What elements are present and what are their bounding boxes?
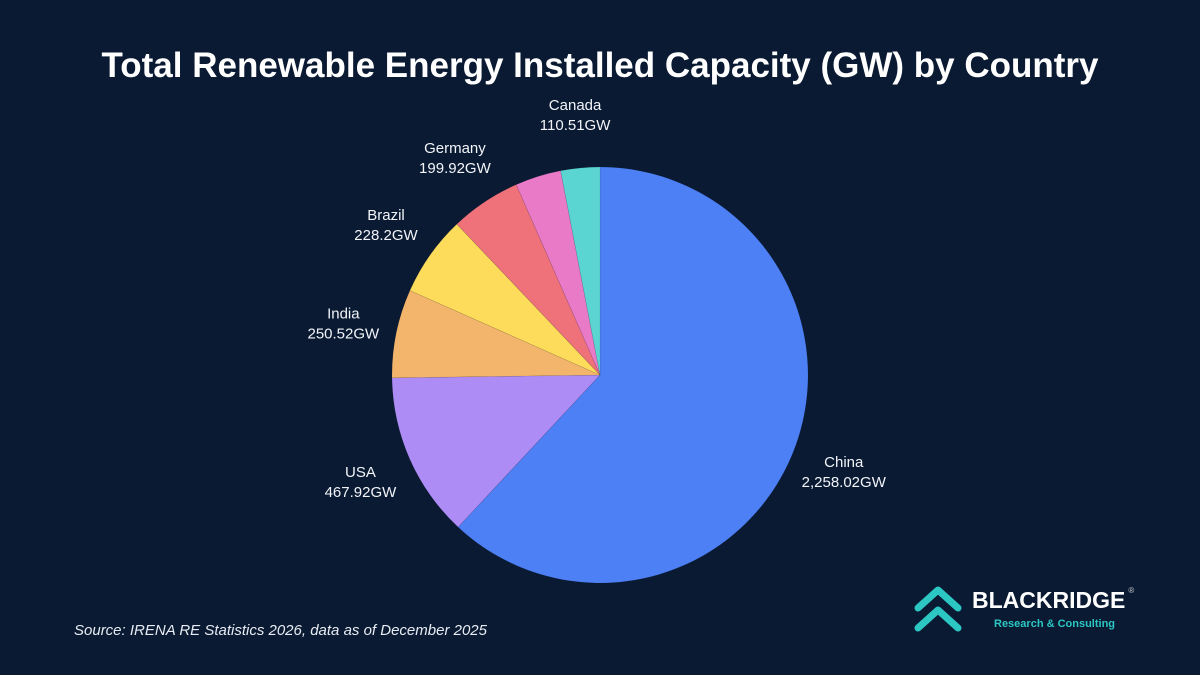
pie-slice-china — [457, 166, 809, 584]
pie-slice-brazil — [409, 223, 601, 376]
logo-brand: BLACKRIDGE — [972, 587, 1126, 613]
slice-label-value: 467.92GW — [325, 484, 398, 501]
pie-slice-germany — [456, 184, 601, 376]
chart-title: Total Renewable Energy Installed Capacit… — [101, 46, 1099, 85]
pie-slice-canada — [560, 166, 601, 376]
blackridge-logo: BLACKRIDGE ® Research & Consulting — [912, 582, 1162, 636]
slice-label-name: Brazil — [367, 207, 405, 224]
slice-label-value: 2,258.02GW — [802, 474, 887, 491]
slice-label-name: USA — [345, 464, 376, 481]
registered-mark: ® — [1128, 586, 1135, 595]
slice-label-name: India — [327, 305, 360, 322]
pie-slice-usa — [391, 374, 601, 528]
logo-brand-row: BLACKRIDGE ® — [972, 586, 1134, 614]
slice-label-value: 199.92GW — [419, 160, 492, 177]
chevron-up-logo-icon — [914, 586, 962, 632]
slice-label-name: Germany — [424, 140, 486, 157]
slice-label-value: 250.52GW — [307, 325, 380, 342]
slice-label-value: 228.2GW — [354, 227, 418, 244]
pie-slice-india — [391, 290, 601, 379]
logo-tagline: Research & Consulting — [994, 618, 1116, 630]
source-note: Source: IRENA RE Statistics 2026, data a… — [74, 622, 487, 639]
slice-label-name: Canada — [549, 97, 602, 114]
slice-label-value: 110.51GW — [540, 117, 611, 134]
slice-label-name: China — [824, 454, 864, 471]
pie-slice-unlabeled — [515, 170, 601, 376]
